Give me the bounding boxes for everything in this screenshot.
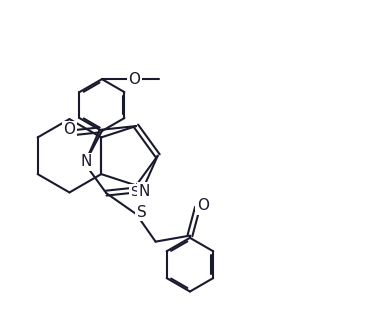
Text: N: N (139, 184, 150, 198)
Text: S: S (130, 185, 139, 199)
Text: N: N (81, 154, 92, 169)
Text: S: S (137, 205, 147, 220)
Text: O: O (197, 198, 209, 213)
Text: O: O (64, 122, 75, 137)
Text: O: O (128, 72, 140, 87)
